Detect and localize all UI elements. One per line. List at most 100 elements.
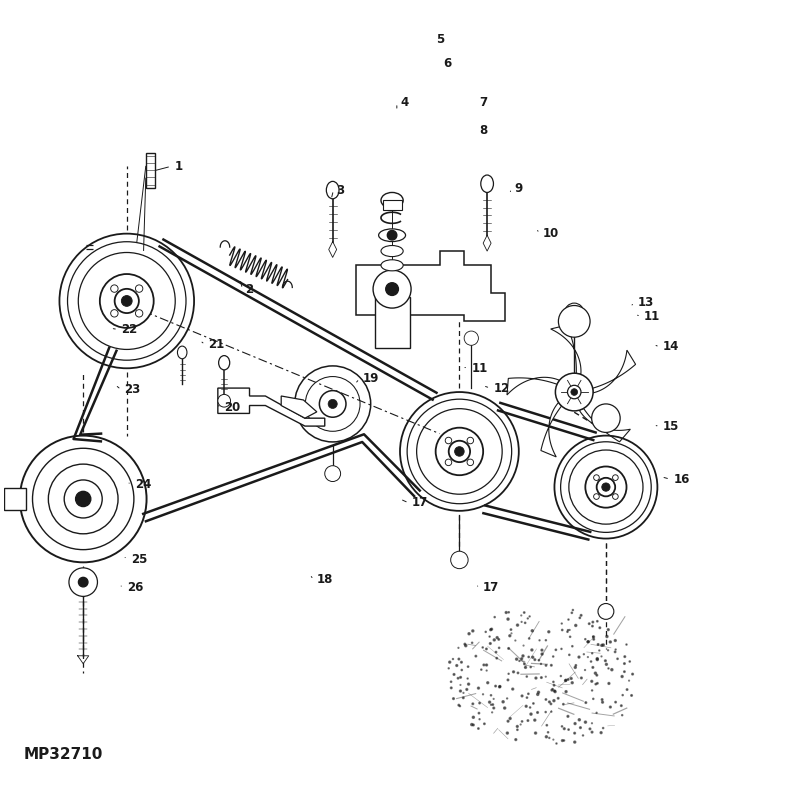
Point	[616, 670, 629, 683]
Ellipse shape	[326, 181, 339, 199]
Point	[586, 620, 599, 633]
Point	[511, 619, 524, 631]
Polygon shape	[218, 388, 325, 426]
Point	[488, 634, 501, 646]
Circle shape	[78, 577, 88, 587]
Point	[579, 716, 592, 729]
Text: 17: 17	[483, 581, 499, 594]
Point	[566, 640, 578, 653]
Point	[547, 676, 560, 688]
Point	[543, 695, 556, 708]
Point	[578, 648, 590, 661]
Point	[563, 623, 576, 636]
Point	[531, 706, 544, 719]
Point	[445, 682, 458, 695]
Point	[606, 664, 618, 676]
Point	[505, 623, 518, 636]
Point	[457, 691, 470, 704]
Point	[562, 710, 574, 722]
Point	[502, 606, 515, 619]
Text: 21: 21	[208, 338, 225, 351]
Text: 22: 22	[122, 323, 138, 336]
Point	[510, 653, 523, 665]
Point	[522, 687, 534, 700]
Circle shape	[373, 270, 411, 308]
Point	[582, 651, 594, 664]
Point	[517, 649, 530, 662]
Point	[446, 653, 459, 665]
Point	[450, 659, 463, 672]
Circle shape	[454, 447, 464, 456]
Point	[502, 674, 514, 687]
Point	[623, 655, 636, 668]
Point	[583, 618, 596, 630]
Point	[574, 722, 587, 734]
Point	[524, 661, 537, 673]
Point	[459, 639, 472, 652]
Point	[541, 719, 554, 732]
Point	[485, 689, 498, 702]
Point	[452, 642, 465, 654]
Polygon shape	[541, 402, 562, 457]
Point	[615, 699, 628, 712]
Point	[533, 654, 546, 667]
Circle shape	[387, 230, 397, 240]
Point	[480, 642, 493, 655]
Point	[500, 606, 513, 619]
Point	[501, 727, 514, 740]
Point	[570, 619, 582, 632]
Text: 18: 18	[317, 573, 334, 586]
Text: 14: 14	[663, 341, 679, 353]
Point	[621, 683, 634, 696]
Point	[586, 647, 598, 660]
Point	[609, 696, 622, 709]
Point	[569, 661, 582, 674]
Point	[504, 712, 517, 725]
Point	[522, 612, 534, 625]
Polygon shape	[550, 326, 581, 375]
Point	[620, 638, 633, 651]
Point	[578, 664, 591, 676]
Point	[590, 669, 603, 682]
FancyBboxPatch shape	[374, 297, 410, 348]
Point	[529, 727, 542, 740]
Point	[559, 674, 572, 687]
Point	[575, 672, 588, 684]
Circle shape	[594, 493, 599, 500]
Ellipse shape	[178, 346, 187, 359]
Point	[462, 627, 475, 640]
Point	[587, 633, 600, 645]
Point	[564, 630, 577, 643]
Point	[515, 609, 528, 622]
Text: 6: 6	[443, 57, 452, 70]
Point	[458, 638, 471, 650]
Point	[479, 626, 492, 638]
Circle shape	[218, 394, 230, 407]
Point	[586, 630, 599, 643]
Point	[518, 616, 531, 629]
Point	[498, 702, 511, 714]
Point	[526, 644, 538, 657]
Point	[586, 717, 598, 729]
Circle shape	[380, 281, 404, 305]
Circle shape	[446, 437, 452, 444]
Circle shape	[75, 491, 91, 507]
Point	[596, 696, 609, 709]
Point	[511, 667, 524, 680]
Point	[539, 693, 552, 706]
Point	[455, 656, 468, 668]
Point	[570, 659, 582, 672]
Ellipse shape	[381, 246, 403, 257]
Circle shape	[114, 289, 139, 313]
Point	[515, 615, 528, 628]
Point	[467, 711, 480, 724]
Circle shape	[598, 604, 614, 619]
Ellipse shape	[481, 175, 494, 192]
Point	[625, 689, 638, 702]
Ellipse shape	[218, 356, 230, 370]
Point	[484, 623, 497, 636]
Point	[546, 683, 559, 695]
Point	[602, 623, 614, 636]
Circle shape	[446, 459, 452, 466]
Point	[545, 706, 558, 718]
